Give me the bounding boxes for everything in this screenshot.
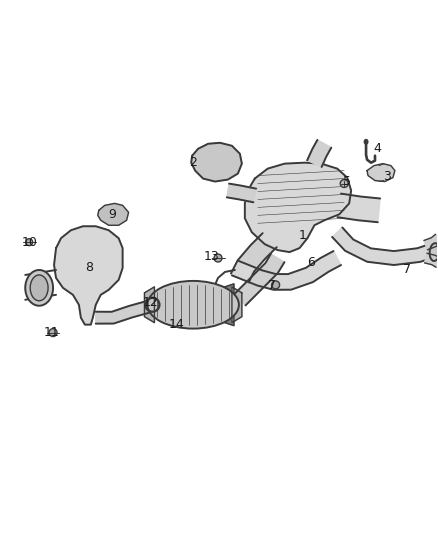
Polygon shape [183, 284, 234, 326]
Polygon shape [145, 287, 155, 322]
Polygon shape [54, 226, 123, 325]
Text: 2: 2 [189, 156, 197, 169]
Text: 11: 11 [43, 326, 59, 339]
Polygon shape [232, 287, 242, 322]
Ellipse shape [26, 239, 33, 246]
Text: 13: 13 [204, 249, 220, 263]
Polygon shape [231, 233, 277, 282]
Text: 7: 7 [403, 263, 411, 277]
Text: 12: 12 [142, 296, 158, 309]
Ellipse shape [49, 329, 57, 336]
Ellipse shape [340, 180, 348, 188]
Polygon shape [332, 228, 436, 265]
Polygon shape [96, 301, 150, 324]
Text: 8: 8 [85, 262, 93, 274]
Polygon shape [98, 204, 129, 225]
Polygon shape [191, 143, 242, 182]
Ellipse shape [25, 270, 53, 306]
Polygon shape [227, 184, 256, 203]
Polygon shape [307, 140, 331, 167]
Polygon shape [367, 164, 395, 182]
Text: 4: 4 [373, 142, 381, 155]
Ellipse shape [430, 243, 438, 261]
Polygon shape [234, 254, 284, 305]
Ellipse shape [30, 275, 48, 301]
Ellipse shape [364, 139, 368, 144]
Ellipse shape [272, 281, 279, 289]
Text: 14: 14 [168, 318, 184, 331]
Text: 1: 1 [299, 229, 307, 241]
Ellipse shape [214, 254, 222, 262]
Polygon shape [245, 163, 351, 252]
Polygon shape [232, 251, 341, 290]
Text: 9: 9 [109, 208, 117, 221]
Polygon shape [424, 235, 438, 250]
Text: 5: 5 [343, 175, 351, 188]
Polygon shape [337, 193, 380, 222]
Text: 6: 6 [307, 255, 315, 269]
Text: 10: 10 [21, 236, 37, 249]
Text: 3: 3 [383, 170, 391, 183]
Text: 7: 7 [268, 279, 276, 293]
Ellipse shape [148, 281, 239, 329]
Polygon shape [424, 253, 438, 267]
